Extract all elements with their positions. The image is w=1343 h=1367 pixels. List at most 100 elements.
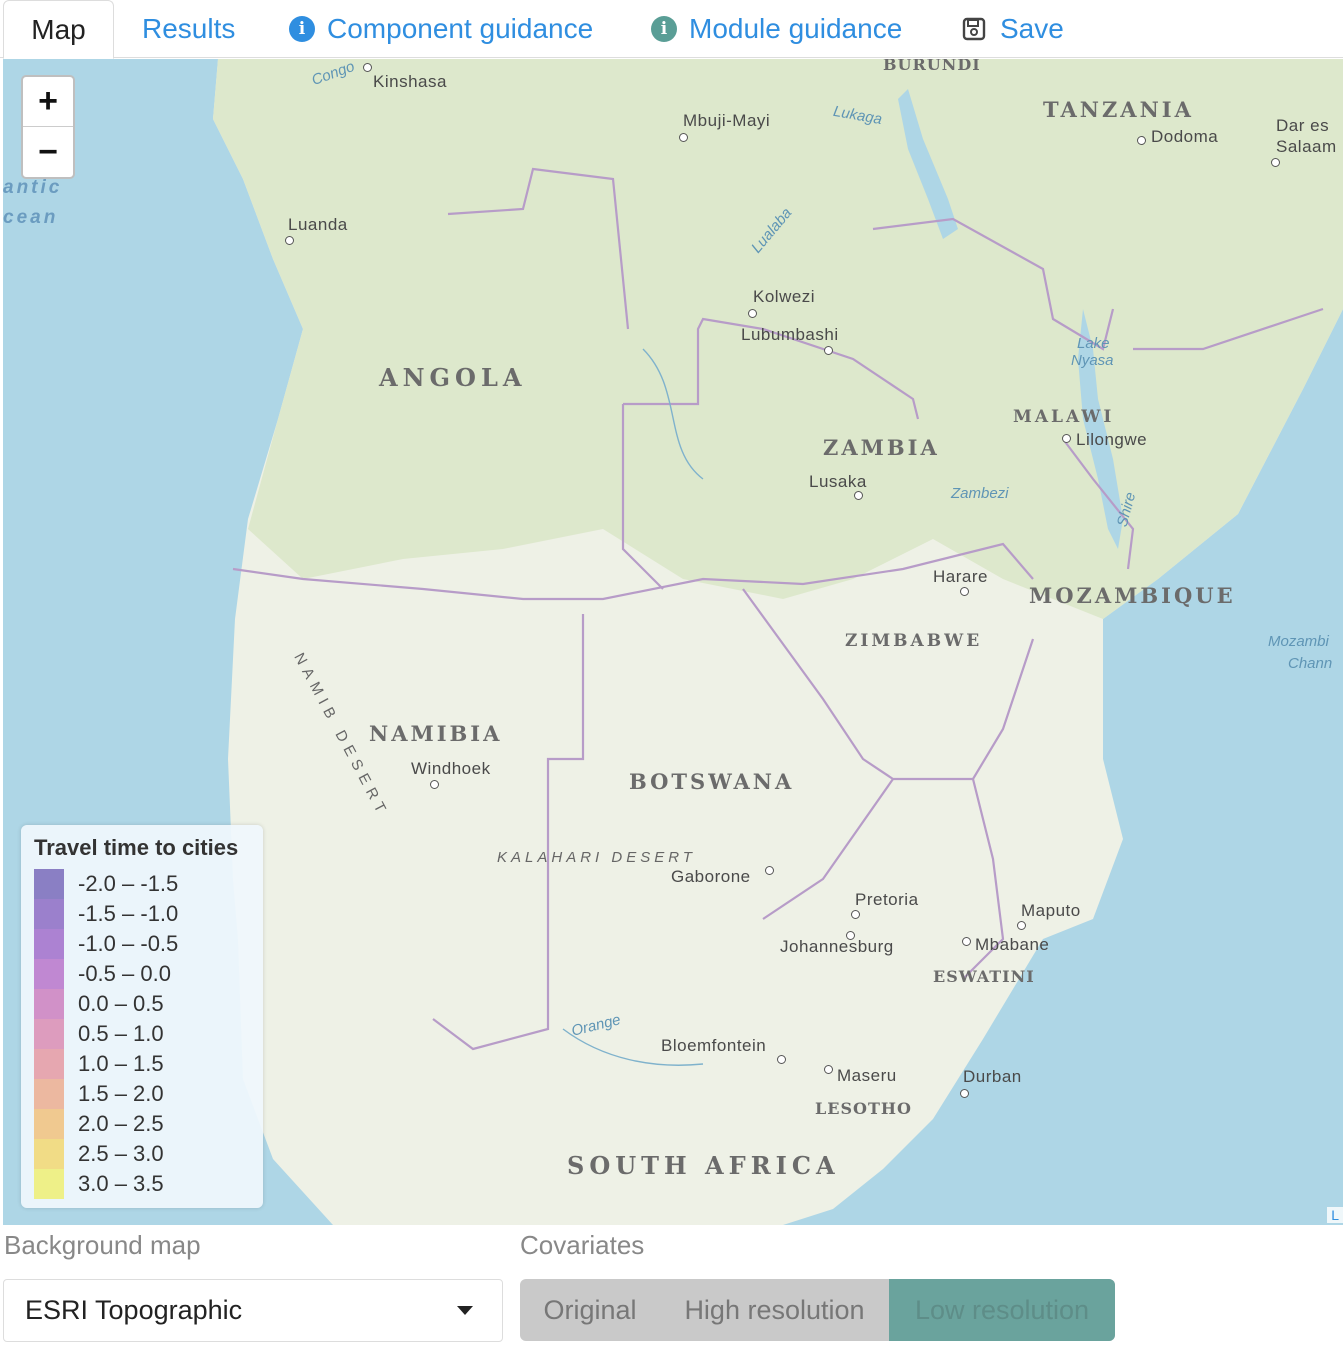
tab-module-guidance[interactable]: i Module guidance — [651, 0, 902, 58]
city-label: Lubumbashi — [741, 325, 839, 344]
country-label: ANGOLA — [379, 363, 527, 392]
legend-item: -2.0 – -1.5 — [34, 869, 263, 899]
covariate-low-resolution-button[interactable]: Low resolution — [889, 1279, 1115, 1341]
legend-item-label: -2.0 – -1.5 — [78, 871, 179, 896]
city-marker — [960, 587, 969, 596]
legend-item-label: -1.0 – -0.5 — [78, 931, 179, 956]
city-label: Kolwezi — [753, 287, 816, 306]
city-label: Mbabane — [975, 935, 1050, 954]
ocean-label: Chann — [1288, 655, 1333, 672]
city-marker — [1017, 921, 1026, 930]
background-map-value: ESRI Topographic — [25, 1295, 243, 1325]
zoom-out-button[interactable]: − — [38, 132, 58, 171]
legend-item-label: -1.5 – -1.0 — [78, 901, 179, 926]
background-map-select[interactable]: ESRI Topographic — [3, 1279, 503, 1342]
city-marker — [1062, 434, 1071, 443]
legend-swatch — [34, 899, 64, 929]
tab-save[interactable]: Save — [962, 0, 1064, 58]
country-label: MOZAMBIQUE — [1029, 583, 1236, 608]
save-icon — [962, 17, 986, 41]
city-label: Salaam — [1276, 137, 1337, 156]
ocean-label: Mozambi — [1268, 633, 1329, 650]
legend-swatch — [34, 989, 64, 1019]
legend-swatch — [34, 1109, 64, 1139]
tab-save-label: Save — [1000, 13, 1064, 44]
covariates-toggle-group: Original High resolution Low resolution — [520, 1279, 1115, 1341]
basemap-tiles — [213, 59, 1343, 1225]
covariate-original-button[interactable]: Original — [543, 1294, 637, 1325]
city-marker — [960, 1089, 969, 1098]
river-label: Zambezi — [951, 485, 1009, 502]
city-marker — [854, 491, 863, 500]
legend-item-label: 0.5 – 1.0 — [78, 1021, 164, 1046]
info-icon: i — [289, 16, 315, 42]
country-label: BURUNDI — [883, 59, 981, 74]
city-label: Lusaka — [809, 472, 867, 491]
legend-item-label: 0.0 – 0.5 — [78, 991, 164, 1016]
legend-rows: -2.0 – -1.5 -1.5 – -1.0 -1.0 – -0.5 -0.5 – … — [34, 869, 263, 1199]
city-label: Kinshasa — [373, 72, 447, 91]
city-label: Johannesburg — [780, 937, 894, 956]
city-marker — [1137, 136, 1146, 145]
tab-map-label: Map — [31, 13, 86, 45]
city-marker — [824, 1065, 833, 1074]
tab-component-guidance[interactable]: i Component guidance — [289, 0, 593, 58]
legend-swatch — [34, 869, 64, 899]
city-marker — [824, 346, 833, 355]
country-label: LESOTHO — [815, 1099, 912, 1118]
legend-item-label: 1.5 – 2.0 — [78, 1081, 164, 1106]
country-label: ZAMBIA — [823, 435, 940, 460]
city-label: Lilongwe — [1076, 430, 1148, 449]
attribution-link[interactable]: L — [1327, 1207, 1343, 1223]
city-marker — [1271, 158, 1280, 167]
legend-item-label: 2.5 – 3.0 — [78, 1141, 164, 1166]
zoom-in-button[interactable]: + — [23, 77, 73, 127]
legend-item: 2.5 – 3.0 — [34, 1139, 263, 1169]
city-label: Mbuji-Mayi — [683, 111, 771, 130]
city-marker — [765, 866, 774, 875]
country-label: ZIMBABWE — [845, 631, 983, 651]
legend-swatch — [34, 1139, 64, 1169]
legend-swatch — [34, 1019, 64, 1049]
covariate-high-resolution-button[interactable]: High resolution — [684, 1294, 865, 1325]
city-label: Bloemfontein — [661, 1036, 767, 1055]
legend-item-label: 3.0 – 3.5 — [78, 1171, 164, 1196]
country-label: MALAWI — [1013, 407, 1115, 427]
legend-item: 0.0 – 0.5 — [34, 989, 263, 1019]
city-marker — [748, 309, 757, 318]
city-marker — [285, 236, 294, 245]
country-label: TANZANIA — [1043, 97, 1194, 122]
city-marker — [851, 910, 860, 919]
legend-item: 2.0 – 2.5 — [34, 1109, 263, 1139]
tab-map[interactable]: Map — [3, 0, 114, 59]
legend-swatch — [34, 1169, 64, 1199]
city-label: Maseru — [837, 1066, 897, 1085]
country-label: NAMIBIA — [369, 721, 503, 746]
legend-item-label: 2.0 – 2.5 — [78, 1111, 164, 1136]
city-label: Gaborone — [671, 867, 751, 886]
map-view[interactable]: + − antic cean Mozambi Chann TANZANIA AN… — [3, 59, 1343, 1225]
covariates-label: Covariates — [520, 1230, 645, 1260]
ocean-label: cean — [3, 207, 59, 228]
legend-swatch — [34, 929, 64, 959]
city-marker — [430, 780, 439, 789]
ocean-label: antic — [3, 177, 63, 198]
legend-swatch — [34, 1079, 64, 1109]
city-label: Luanda — [288, 215, 348, 234]
tab-results[interactable]: Results — [142, 0, 235, 58]
legend-swatch — [34, 1049, 64, 1079]
lake-label: Lake — [1077, 335, 1110, 352]
legend-title: Travel time to cities — [34, 835, 239, 860]
city-label: Harare — [933, 567, 988, 586]
city-label: Dodoma — [1151, 127, 1219, 146]
city-marker — [846, 931, 855, 940]
city-marker — [363, 63, 372, 72]
legend-item: -1.0 – -0.5 — [34, 929, 263, 959]
legend-item: 0.5 – 1.0 — [34, 1019, 263, 1049]
country-label: ESWATINI — [933, 967, 1035, 986]
legend-swatch — [34, 959, 64, 989]
tab-component-guidance-label: Component guidance — [327, 13, 594, 44]
map-legend: Travel time to cities -2.0 – -1.5 -1.5 – … — [21, 825, 263, 1208]
city-label: Maputo — [1021, 901, 1081, 920]
lake-label: Nyasa — [1071, 352, 1114, 369]
